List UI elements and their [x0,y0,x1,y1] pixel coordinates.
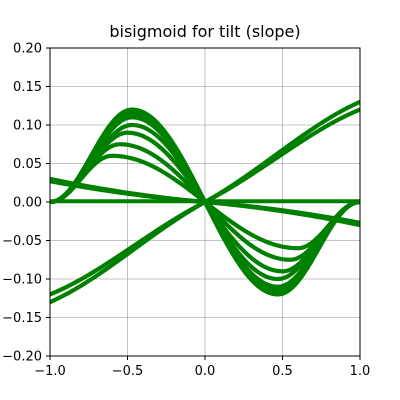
y-tick-label: 0.00 [13,196,42,211]
y-tick-label: 0.10 [13,119,42,134]
y-tick-label: −0.05 [2,234,42,249]
ticks-layer: −1.0 −0.5 0.0 0.5 1.0 −0.20 −0.15 −0.10 −0.05 0.0… [2,42,370,380]
chart-title: bisigmoid for tilt (slope) [109,22,301,41]
y-tick-label: 0.20 [13,42,42,57]
y-tick-label: −0.15 [2,311,42,326]
series-layer [50,99,360,305]
x-tick-label: −0.5 [112,364,144,379]
y-tick-label: −0.20 [2,350,42,365]
series-group [50,99,360,305]
y-tick-label: 0.15 [13,80,42,95]
x-tick-label: 1.0 [350,364,371,379]
x-tick-label: 0.5 [272,364,293,379]
x-tick-label: −1.0 [34,364,66,379]
x-tick-label: 0.0 [195,364,216,379]
y-tick-label: −0.10 [2,273,42,288]
y-tick-label: 0.05 [13,157,42,172]
